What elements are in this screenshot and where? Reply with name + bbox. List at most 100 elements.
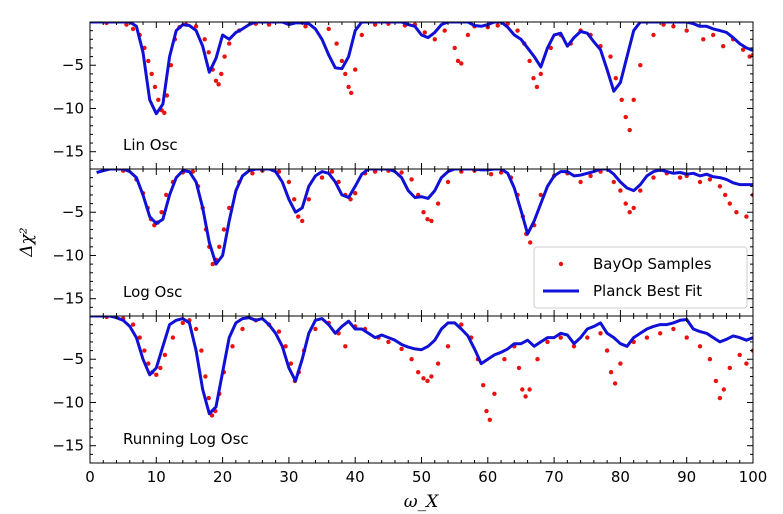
sample-point (221, 227, 227, 232)
x-tick-label: 40 (346, 468, 365, 486)
sample-point (487, 417, 492, 422)
sample-point (146, 58, 151, 64)
sample-point (164, 93, 170, 98)
sample-point (303, 24, 308, 29)
sample-point (631, 205, 636, 211)
sample-point (538, 71, 543, 77)
x-tick-label: 30 (279, 468, 298, 486)
sample-point (638, 62, 643, 68)
y-axis-title: Δχ² (17, 227, 37, 258)
sample-point (435, 361, 441, 366)
sample-point (210, 261, 215, 267)
sample-point (618, 188, 623, 193)
sample-point (170, 335, 176, 340)
sample-point (435, 201, 441, 206)
sample-point (222, 54, 227, 59)
sample-point (701, 37, 706, 42)
sample-point (711, 32, 716, 38)
sample-point (296, 214, 301, 219)
sample-point (578, 179, 583, 185)
sample-point (528, 240, 533, 245)
sample-point (502, 357, 507, 362)
sample-point (343, 71, 348, 77)
sample-point (534, 84, 540, 90)
sample-point (535, 357, 540, 362)
legend-box (533, 246, 748, 309)
sample-point (727, 365, 732, 371)
sample-point (515, 28, 520, 33)
sample-point (154, 372, 159, 377)
best-fit-line (90, 316, 753, 416)
sample-point (146, 361, 151, 366)
sample-point (180, 320, 185, 326)
sample-point (452, 45, 457, 51)
sample-point (484, 408, 489, 414)
sample-point (429, 374, 434, 379)
sample-point (481, 383, 486, 388)
sample-point (531, 76, 536, 81)
y-tick-label: −5 (62, 56, 84, 74)
y-tick-label: −5 (62, 350, 84, 368)
legend-label: BayOp Samples (593, 255, 712, 273)
sample-point (425, 217, 430, 222)
sample-point (455, 58, 461, 64)
sample-point (202, 37, 207, 42)
sample-point (416, 370, 421, 375)
sample-point (313, 326, 318, 332)
sample-point (300, 218, 305, 224)
sample-point (343, 344, 348, 349)
sample-point (585, 335, 590, 340)
x-tick-label: 20 (213, 468, 232, 486)
sample-point (288, 361, 294, 366)
sample-point (162, 352, 168, 358)
sample-point (137, 335, 142, 340)
sample-point (142, 348, 147, 353)
sample-point (219, 71, 224, 77)
sample-point (516, 365, 522, 371)
sample-point (399, 170, 404, 175)
sample-point (193, 24, 199, 29)
sample-point (334, 41, 339, 46)
y-tick-label: −10 (52, 99, 84, 117)
sample-point (492, 391, 497, 396)
legend-sample-marker (558, 261, 564, 267)
sample-point (613, 76, 618, 81)
sample-point (651, 175, 656, 180)
sample-point (425, 378, 430, 384)
x-tick-label: 70 (545, 468, 564, 486)
sample-point (240, 326, 245, 332)
sample-point (130, 322, 136, 327)
sample-point (159, 210, 164, 215)
panels: −5 −10 −15 Lin Osc −5 −10 −15 Log Osc −5 −10 −15 Ru… (52, 21, 754, 464)
plot-area (90, 22, 753, 133)
sample-point (465, 32, 471, 38)
sample-point (520, 387, 525, 392)
sample-point (684, 335, 689, 340)
sample-point (604, 348, 610, 353)
sample-point (734, 210, 739, 215)
sample-point (545, 339, 550, 345)
sample-point (623, 114, 628, 120)
sample-point (149, 71, 154, 77)
sample-point (292, 197, 297, 202)
sample-point (644, 335, 650, 340)
sample-point (283, 344, 288, 349)
x-tick-label: 50 (412, 468, 431, 486)
sample-point (638, 188, 643, 193)
sample-point (717, 184, 723, 189)
sample-point (206, 395, 211, 401)
panel-3: −5 −10 −15 Running Log Osc (52, 315, 754, 464)
sample-point (713, 378, 719, 384)
x-axis: 0 10 20 30 40 50 60 70 80 90 100 (85, 468, 767, 486)
sample-point (459, 322, 464, 327)
sample-point (721, 44, 726, 49)
sample-point (152, 84, 158, 90)
y-tick-label: −15 (52, 437, 84, 455)
sample-point (611, 179, 616, 185)
sample-point (156, 97, 161, 103)
sample-point (697, 344, 703, 349)
sample-point (162, 110, 167, 116)
sample-point (203, 374, 208, 379)
sample-point (538, 192, 543, 198)
